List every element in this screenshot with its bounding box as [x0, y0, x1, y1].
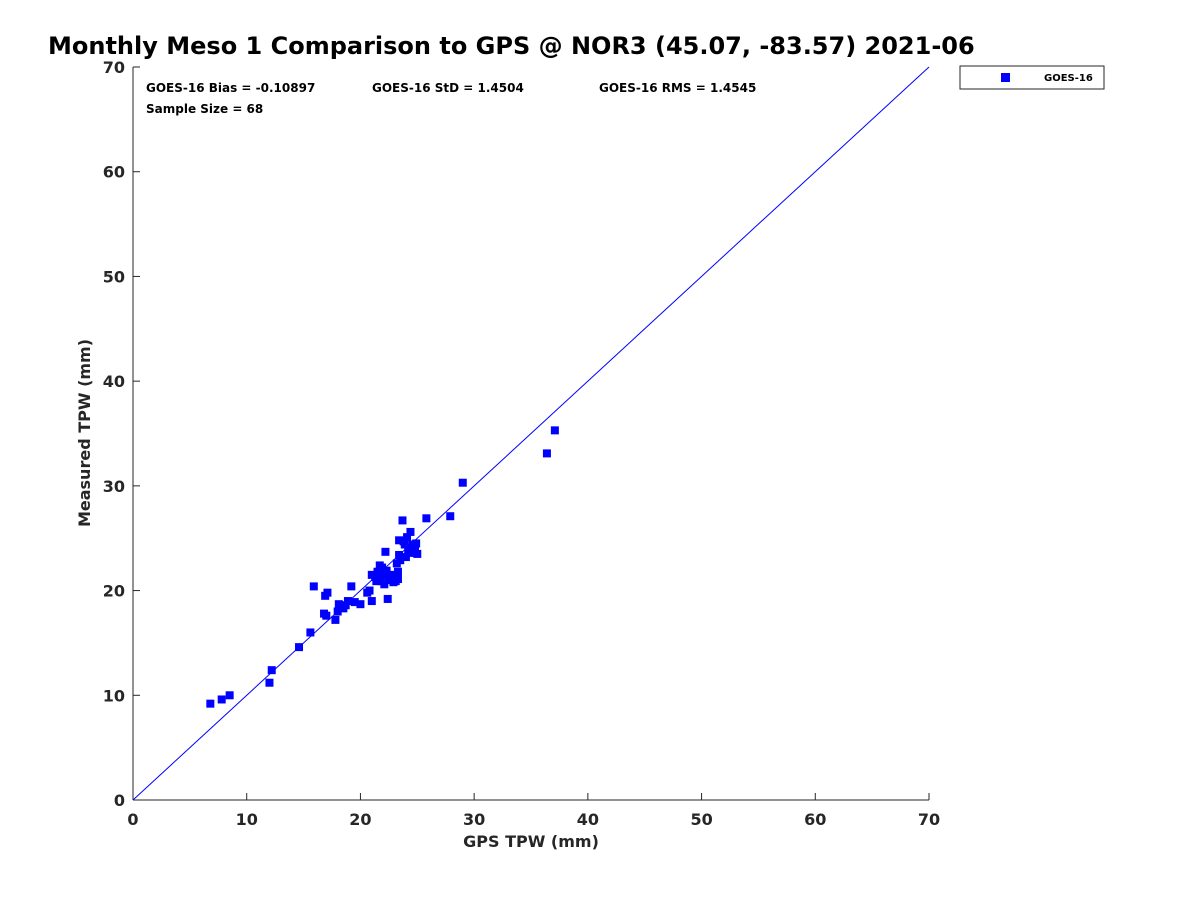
- data-point: [322, 611, 331, 620]
- rms-stat: GOES-16 RMS = 1.4545: [599, 81, 756, 95]
- data-point: [395, 550, 404, 559]
- data-point: [393, 575, 402, 584]
- x-tick-label: 0: [127, 810, 138, 829]
- data-point: [323, 588, 332, 597]
- y-tick-label: 30: [103, 477, 125, 496]
- y-tick-label: 70: [103, 58, 125, 77]
- data-point: [542, 449, 551, 458]
- x-tick-label: 30: [463, 810, 485, 829]
- legend: GOES-16: [959, 65, 1105, 90]
- data-point: [378, 563, 387, 572]
- x-tick-label: 10: [236, 810, 258, 829]
- data-point: [350, 598, 359, 607]
- data-point: [385, 570, 394, 579]
- x-tick-label: 20: [349, 810, 371, 829]
- data-point: [406, 527, 415, 536]
- data-point: [381, 547, 390, 556]
- data-point: [400, 540, 409, 549]
- one-to-one-line: [132, 66, 930, 801]
- x-tick-label: 70: [918, 810, 940, 829]
- legend-box: [959, 65, 1105, 90]
- data-point: [382, 566, 391, 575]
- chart-title: Monthly Meso 1 Comparison to GPS @ NOR3 …: [48, 32, 975, 60]
- y-tick-label: 20: [103, 582, 125, 601]
- data-point: [267, 666, 276, 675]
- data-point: [446, 512, 455, 521]
- data-point: [413, 549, 422, 558]
- x-axis-label: GPS TPW (mm): [463, 832, 599, 851]
- data-point: [396, 556, 405, 565]
- data-point: [347, 582, 356, 591]
- data-point: [380, 580, 389, 589]
- data-point: [403, 533, 412, 542]
- data-point: [393, 567, 402, 576]
- data-point: [395, 536, 404, 545]
- data-point: [373, 567, 382, 576]
- data-point: [341, 601, 350, 610]
- y-tick-label: 50: [103, 267, 125, 286]
- data-point: [225, 691, 234, 700]
- data-point: [379, 570, 388, 579]
- data-point: [306, 628, 315, 637]
- data-point: [422, 514, 431, 523]
- data-point: [412, 539, 421, 548]
- x-tick-label: 60: [804, 810, 826, 829]
- data-points: [206, 426, 559, 708]
- y-tick-label: 10: [103, 686, 125, 705]
- data-point: [367, 597, 376, 606]
- y-tick-label: 60: [103, 163, 125, 182]
- data-point: [295, 643, 304, 652]
- data-point: [206, 699, 215, 708]
- data-point: [334, 600, 343, 609]
- data-point: [550, 426, 559, 435]
- legend-marker-square-icon: [1001, 73, 1010, 82]
- bias-stat: GOES-16 Bias = -0.10897: [146, 81, 315, 95]
- data-point: [458, 478, 467, 487]
- data-point: [217, 695, 226, 704]
- plot-area: [132, 67, 929, 801]
- data-point: [356, 600, 365, 609]
- data-point: [331, 615, 340, 624]
- y-tick-label: 40: [103, 372, 125, 391]
- data-point: [365, 586, 374, 595]
- y-axis-ticks: 0 10 20 30 40 50 60 70: [103, 58, 140, 810]
- legend-label: GOES-16: [1044, 73, 1093, 84]
- x-tick-label: 50: [690, 810, 712, 829]
- y-tick-label: 0: [114, 791, 125, 810]
- data-point: [333, 607, 342, 616]
- data-point: [309, 582, 318, 591]
- y-axis-label: Measured TPW (mm): [75, 339, 94, 527]
- data-point: [372, 577, 381, 586]
- data-point: [265, 678, 274, 687]
- data-point: [398, 516, 407, 525]
- data-point: [343, 597, 352, 606]
- data-point: [383, 594, 392, 603]
- sample-size-stat: Sample Size = 68: [146, 102, 263, 116]
- data-point: [401, 553, 410, 562]
- x-axis-ticks: 0 10 20 30 40 50 60 70: [127, 793, 940, 829]
- x-tick-label: 40: [577, 810, 599, 829]
- std-stat: GOES-16 StD = 1.4504: [372, 81, 524, 95]
